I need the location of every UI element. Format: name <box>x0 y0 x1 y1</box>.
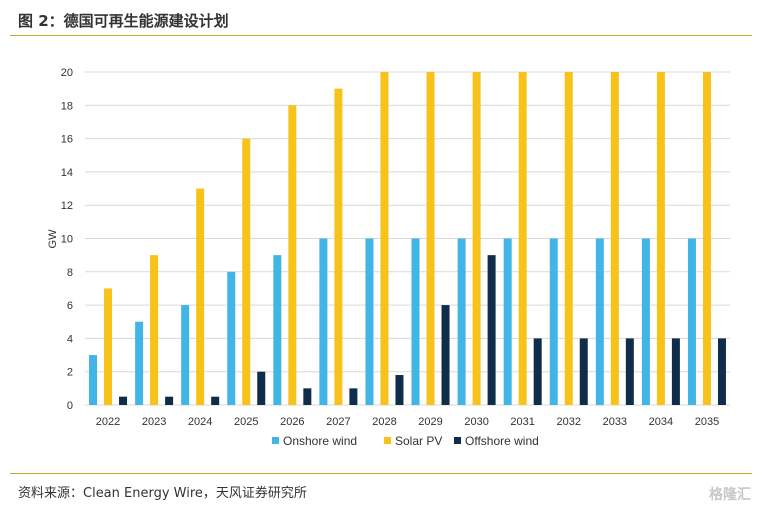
x-tick-label: 2026 <box>280 416 304 428</box>
x-tick-label: 2029 <box>418 416 442 428</box>
bar-onshore-wind <box>595 238 604 405</box>
top-rule <box>10 35 752 36</box>
y-axis-label: GW <box>47 229 59 249</box>
bar-onshore-wind <box>503 238 512 405</box>
legend-label: Onshore wind <box>283 434 357 448</box>
y-tick-label: 0 <box>67 400 73 412</box>
x-tick-label: 2035 <box>695 416 719 428</box>
bar-solar-pv <box>288 105 297 406</box>
bar-offshore-wind <box>579 338 588 405</box>
bar-offshore-wind <box>119 396 128 405</box>
y-tick-label: 6 <box>67 300 73 312</box>
bar-offshore-wind <box>487 255 496 405</box>
x-tick-label: 2023 <box>142 416 166 428</box>
bar-offshore-wind <box>211 396 220 405</box>
bar-onshore-wind <box>365 238 374 405</box>
bar-solar-pv <box>242 138 251 405</box>
bar-onshore-wind <box>687 238 696 405</box>
legend-label: Solar PV <box>395 434 442 448</box>
bar-solar-pv <box>702 72 711 405</box>
x-tick-label: 2031 <box>510 416 534 428</box>
bar-solar-pv <box>564 72 573 405</box>
legend-label: Offshore wind <box>465 434 539 448</box>
y-tick-label: 8 <box>67 267 73 279</box>
bar-offshore-wind <box>165 396 174 405</box>
bar-onshore-wind <box>457 238 466 405</box>
bar-offshore-wind <box>303 388 312 405</box>
bar-onshore-wind <box>227 271 236 405</box>
x-tick-label: 2024 <box>188 416 212 428</box>
y-tick-label: 18 <box>61 100 73 112</box>
x-tick-label: 2025 <box>234 416 258 428</box>
bar-solar-pv <box>426 72 435 405</box>
bar-offshore-wind <box>441 305 450 405</box>
bar-solar-pv <box>334 88 343 406</box>
bar-solar-pv <box>104 288 113 405</box>
bar-onshore-wind <box>411 238 420 405</box>
y-tick-label: 20 <box>61 67 73 79</box>
y-tick-label: 16 <box>61 134 73 146</box>
legend-swatch <box>454 437 461 444</box>
legend-swatch <box>272 437 279 444</box>
bar-onshore-wind <box>89 355 98 405</box>
x-tick-label: 2034 <box>649 416 673 428</box>
bar-onshore-wind <box>641 238 650 405</box>
figure-title: 图 2：德国可再生能源建设计划 <box>18 12 229 30</box>
bar-solar-pv <box>610 72 619 405</box>
y-tick-label: 2 <box>67 367 73 379</box>
x-tick-label: 2032 <box>557 416 581 428</box>
bar-solar-pv <box>472 72 481 405</box>
x-tick-label: 2022 <box>96 416 120 428</box>
y-axis-ticks: 0 2 4 6 8 10 12 14 16 18 20 <box>61 67 73 412</box>
bar-onshore-wind <box>181 305 190 405</box>
watermark-logo: 格隆汇 <box>709 487 751 503</box>
bar-solar-pv <box>196 188 205 405</box>
bar-onshore-wind <box>135 321 144 405</box>
x-tick-label: 2028 <box>372 416 396 428</box>
bar-onshore-wind <box>273 255 282 405</box>
bar-offshore-wind <box>257 371 266 405</box>
bars <box>89 72 726 406</box>
bar-onshore-wind <box>319 238 328 405</box>
bar-solar-pv <box>656 72 665 405</box>
y-tick-label: 14 <box>61 167 73 179</box>
y-tick-label: 4 <box>67 333 73 345</box>
x-tick-label: 2027 <box>326 416 350 428</box>
bar-offshore-wind <box>625 338 634 405</box>
legend: Onshore wind Solar PV Offshore wind <box>272 434 539 448</box>
bar-offshore-wind <box>349 388 358 405</box>
bar-solar-pv <box>518 72 527 405</box>
bar-offshore-wind <box>533 338 542 405</box>
gridlines <box>85 71 730 406</box>
y-tick-label: 12 <box>61 200 73 212</box>
x-axis-ticks: 2022 2023 2024 2025 2026 2027 2028 2029 2030 2031… <box>96 416 719 428</box>
y-tick-label: 10 <box>61 234 73 246</box>
source-note: 资料来源：Clean Energy Wire，天风证券研究所 <box>18 486 307 501</box>
bar-offshore-wind <box>717 338 726 405</box>
bar-onshore-wind <box>549 238 558 405</box>
bar-solar-pv <box>150 255 159 405</box>
x-tick-label: 2030 <box>464 416 488 428</box>
bottom-rule <box>10 473 752 474</box>
bar-offshore-wind <box>671 338 680 405</box>
bar-offshore-wind <box>395 375 404 405</box>
x-tick-label: 2033 <box>603 416 627 428</box>
bar-solar-pv <box>380 72 389 405</box>
legend-swatch <box>384 437 391 444</box>
